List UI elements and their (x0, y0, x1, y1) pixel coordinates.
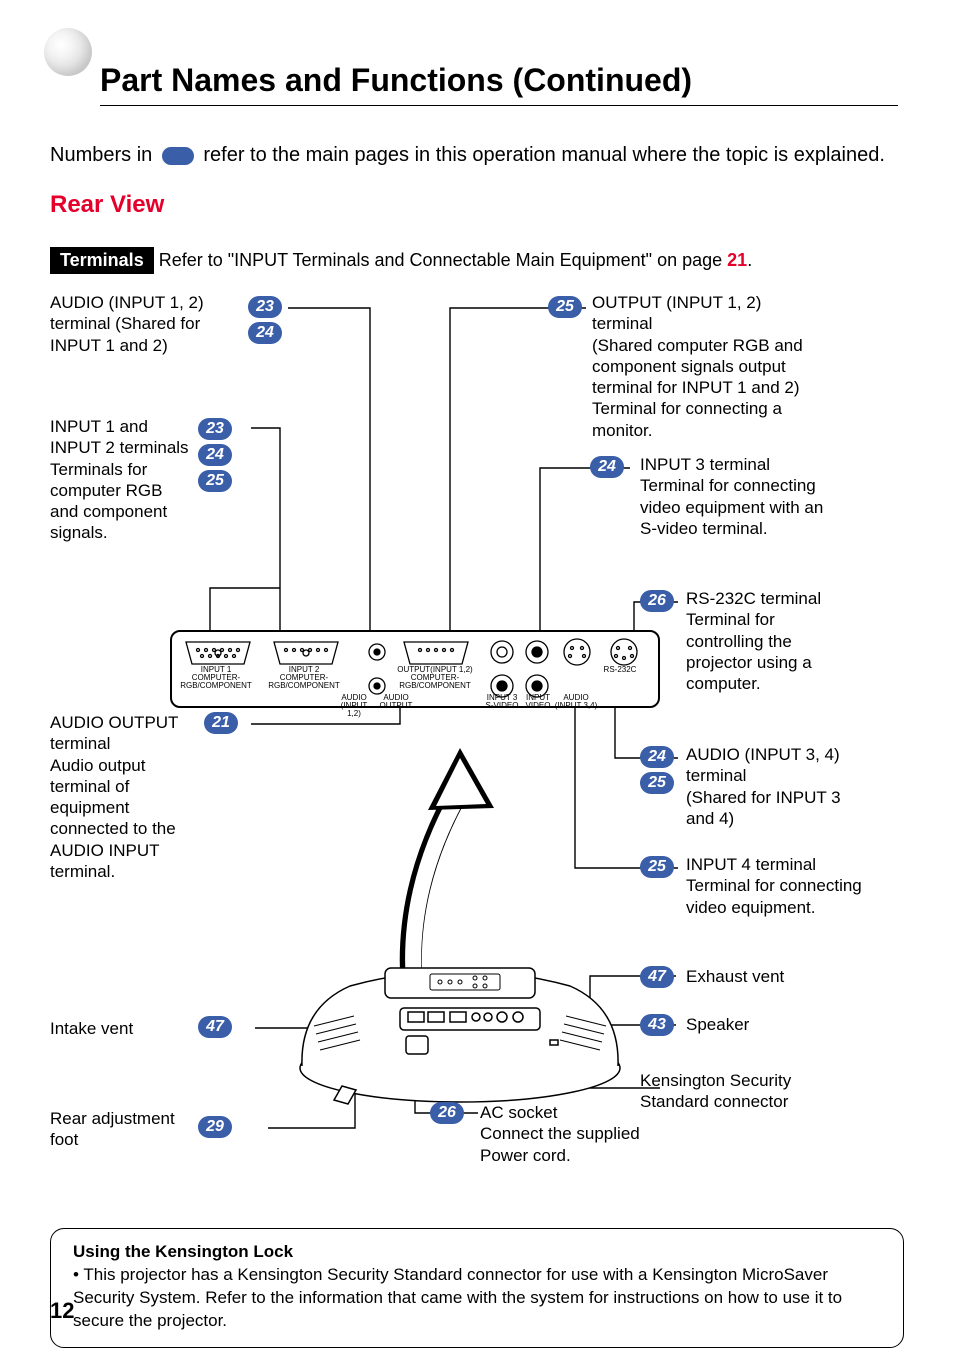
callout-input12-title: INPUT 1 and INPUT 2 terminals (50, 416, 190, 459)
callout-intake-vent: Intake vent (50, 1018, 190, 1039)
callout-input3-title: INPUT 3 terminal (640, 454, 830, 475)
callout-acsocket-desc: Connect the supplied Power cord. (480, 1123, 670, 1166)
callout-intake-title: Intake vent (50, 1018, 190, 1039)
callout-exhaust: Exhaust vent (686, 966, 866, 987)
callout-input4-title: INPUT 4 terminal (686, 854, 866, 875)
page-pill: 24 (590, 456, 624, 478)
callout-acsocket-title: AC socket (480, 1102, 670, 1123)
port-label-input1: INPUT 1COMPUTER-RGB/COMPONENT (176, 666, 256, 690)
page-pill: 21 (204, 712, 238, 734)
kensington-info-box: Using the Kensington Lock • This project… (50, 1228, 904, 1348)
port-label-input2: INPUT 2COMPUTER-RGB/COMPONENT (264, 666, 344, 690)
page-pill: 29 (198, 1116, 232, 1138)
callout-kensington: Kensington Security Standard connector (640, 1070, 860, 1113)
pills-input3: 24 (590, 456, 624, 478)
page-pill: 25 (640, 772, 674, 794)
port-label-a34: AUDIO(INPUT 3,4) (554, 694, 598, 710)
callout-input4-desc: Terminal for connecting video equipment. (686, 875, 866, 918)
page-pill: 25 (198, 470, 232, 492)
intro-text: Numbers in refer to the main pages in th… (50, 142, 904, 169)
terminals-note: Terminals Refer to "INPUT Terminals and … (50, 247, 904, 274)
callout-rear-foot: Rear adjustment foot (50, 1108, 190, 1151)
kensington-bullet-text: This projector has a Kensington Security… (73, 1265, 842, 1330)
page-number: 12 (50, 1298, 74, 1324)
intro-after: refer to the main pages in this operatio… (203, 144, 885, 166)
terminals-text-after: . (747, 250, 752, 270)
callout-audioout-desc: Audio output terminal of equipment conne… (50, 755, 200, 883)
pills-output12: 25 (548, 296, 582, 318)
page-pill: 47 (198, 1016, 232, 1038)
page-pill: 23 (248, 296, 282, 318)
pills-intake: 47 (198, 1016, 232, 1038)
pills-audio12: 23 24 (248, 296, 282, 344)
callout-output12: OUTPUT (INPUT 1, 2) terminal (Shared com… (592, 292, 822, 441)
page-pill: 25 (548, 296, 582, 318)
callout-rs232: RS-232C terminal Terminal for controllin… (686, 588, 856, 694)
port-label-audioin: AUDIO(INPUT 1,2) (334, 694, 374, 718)
terminals-page-ref: 21 (727, 250, 747, 270)
callout-rearfoot-title: Rear adjustment foot (50, 1108, 190, 1151)
port-label-in4: INPUTVIDEO (522, 694, 554, 710)
intro-before: Numbers in (50, 144, 158, 166)
callout-input3: INPUT 3 terminal Terminal for connecting… (640, 454, 830, 539)
terminals-tag: Terminals (50, 247, 154, 274)
pills-rs232: 26 (640, 590, 674, 612)
callout-audio34: AUDIO (INPUT 3, 4) terminal (Shared for … (686, 744, 866, 829)
callout-rs232-title: RS-232C terminal (686, 588, 856, 609)
callout-input3-desc: Terminal for connecting video equipment … (640, 475, 830, 539)
page-pill: 26 (640, 590, 674, 612)
pills-audioout: 21 (204, 712, 238, 734)
callout-output12-title: OUTPUT (INPUT 1, 2) terminal (592, 292, 822, 335)
pills-input4: 25 (640, 856, 674, 878)
pills-exhaust: 47 (640, 966, 674, 988)
port-label-output: OUTPUT(INPUT 1,2)COMPUTER-RGB/COMPONENT (390, 666, 480, 690)
page-pill: 24 (248, 322, 282, 344)
callout-kensington-title: Kensington Security Standard connector (640, 1070, 860, 1113)
callout-speaker-title: Speaker (686, 1014, 866, 1035)
callout-audio-input12: AUDIO (INPUT 1, 2) terminal (Shared for … (50, 292, 220, 356)
callout-input4: INPUT 4 terminal Terminal for connecting… (686, 854, 866, 918)
callout-input12-desc: Terminals for computer RGB and component… (50, 459, 190, 544)
callout-speaker: Speaker (686, 1014, 866, 1035)
callout-audio34-desc: (Shared for INPUT 3 and 4) (686, 787, 866, 830)
callout-output12-desc: (Shared computer RGB and component signa… (592, 335, 822, 441)
kensington-bullet: • This projector has a Kensington Securi… (73, 1264, 881, 1333)
pills-speaker: 43 (640, 1014, 674, 1036)
callout-acsocket: AC socket Connect the supplied Power cor… (480, 1102, 670, 1166)
projector-body (290, 948, 630, 1108)
section-heading: Rear View (50, 191, 904, 219)
callout-exhaust-title: Exhaust vent (686, 966, 866, 987)
page-title: Part Names and Functions (Continued) (100, 40, 898, 106)
port-label-audioout: AUDIOOUTPUT (376, 694, 416, 710)
terminals-text-before: Refer to "INPUT Terminals and Connectabl… (159, 250, 727, 270)
page-pill: 23 (198, 418, 232, 440)
port-label-rs232: RS-232C (598, 666, 642, 674)
rear-view-diagram: INPUT 1COMPUTER-RGB/COMPONENT INPUT 2COM… (50, 288, 904, 1218)
pills-acsocket: 26 (430, 1102, 464, 1124)
callout-input12: INPUT 1 and INPUT 2 terminals Terminals … (50, 416, 190, 544)
pills-input12: 23 24 25 (198, 418, 232, 492)
callout-audio-output: AUDIO OUTPUT terminal Audio output termi… (50, 712, 200, 882)
decorative-bullet-orb (44, 28, 92, 76)
page-pill: 25 (640, 856, 674, 878)
callout-audio34-title: AUDIO (INPUT 3, 4) terminal (686, 744, 866, 787)
page-pill: 47 (640, 966, 674, 988)
kensington-heading: Using the Kensington Lock (73, 1241, 881, 1264)
pills-rearfoot: 29 (198, 1116, 232, 1138)
page-ref-pill-icon (162, 147, 194, 165)
page-pill: 26 (430, 1102, 464, 1124)
callout-rs232-desc: Terminal for controlling the projector u… (686, 609, 856, 694)
callout-audio12-title: AUDIO (INPUT 1, 2) terminal (Shared for … (50, 292, 220, 356)
page-pill: 24 (198, 444, 232, 466)
port-label-in3: INPUT 3S-VIDEO (482, 694, 522, 710)
pills-audio34: 24 25 (640, 746, 674, 794)
page-pill: 24 (640, 746, 674, 768)
page-pill: 43 (640, 1014, 674, 1036)
callout-audioout-title: AUDIO OUTPUT terminal (50, 712, 200, 755)
